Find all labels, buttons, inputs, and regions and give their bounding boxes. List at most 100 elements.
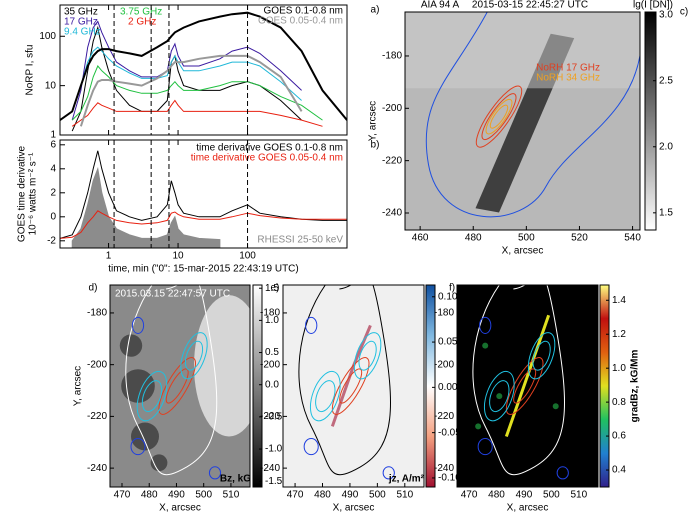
colorbar-label: Bz, kG bbox=[220, 474, 251, 485]
y-axis-label: Y, arcsec bbox=[73, 366, 84, 406]
colorbar bbox=[644, 11, 657, 231]
colorbar-tick-label: 1.0 bbox=[612, 363, 626, 374]
colorbar bbox=[425, 284, 436, 488]
legend-label: 2 GHz bbox=[128, 17, 156, 28]
y-tick-label: 2 bbox=[50, 187, 56, 198]
y-axis-label: GOES time derivative bbox=[17, 145, 28, 242]
legend-label: time derivative GOES 0.1-0.8 nm bbox=[196, 143, 343, 154]
colorbar-tick-label: 1.0 bbox=[265, 315, 279, 326]
y-tick-label: 10 bbox=[45, 80, 57, 91]
contour bbox=[425, 12, 640, 218]
colorbar-tick-label: 0.10 bbox=[438, 291, 458, 302]
x-tick-label: 490 bbox=[516, 490, 533, 501]
colorbar-tick-label: 1.5 bbox=[659, 207, 673, 218]
y-tick-label: 1 bbox=[50, 130, 56, 141]
contour bbox=[303, 438, 319, 456]
colorbar-tick-label: 1.4 bbox=[612, 295, 626, 306]
speckle bbox=[552, 403, 559, 410]
legend-label: NoRH 34 GHz bbox=[536, 73, 600, 84]
y-tick-label: -220 bbox=[382, 155, 402, 166]
legend-label: 17 GHz bbox=[64, 17, 98, 28]
speckle bbox=[482, 342, 489, 349]
image-area bbox=[283, 285, 424, 487]
image-background bbox=[283, 285, 424, 487]
y-tick-label: -240 bbox=[260, 463, 280, 474]
y-axis-label: NoRP I, sfu bbox=[25, 45, 36, 96]
y-tick-label: -240 bbox=[434, 463, 454, 474]
panel-label: f) bbox=[449, 283, 455, 294]
contour bbox=[489, 380, 510, 413]
contour bbox=[339, 368, 363, 404]
contour bbox=[298, 285, 392, 476]
line bbox=[71, 46, 302, 112]
legend-label: RHESSI 25-50 keV bbox=[257, 235, 343, 246]
legend-label: time derivative GOES 0.05-0.4 nm bbox=[191, 153, 343, 164]
y-tick-label: 100 bbox=[39, 31, 56, 42]
contour bbox=[184, 340, 204, 371]
y-tick-label: -240 bbox=[87, 463, 107, 474]
axes-frame bbox=[404, 11, 641, 231]
dark-spot bbox=[131, 422, 159, 451]
contour bbox=[130, 438, 146, 456]
y-tick-label: -200 bbox=[434, 359, 454, 370]
y-tick-label: -220 bbox=[434, 411, 454, 422]
x-tick-label: 100 bbox=[239, 251, 256, 262]
y-tick-label: -200 bbox=[260, 359, 280, 370]
colorbar-label: gradBz, kG/Mm bbox=[630, 350, 641, 423]
y-tick-label: -180 bbox=[434, 308, 454, 319]
colorbar bbox=[599, 284, 610, 488]
legend-label: 3.75 GHz bbox=[120, 7, 162, 18]
x-axis-label: X, arcsec bbox=[159, 503, 201, 514]
contour bbox=[472, 285, 566, 476]
x-tick-label: 490 bbox=[342, 490, 359, 501]
x-tick-label: 520 bbox=[571, 233, 588, 244]
axes-frame bbox=[59, 139, 348, 249]
x-axis-label: X, arcsec bbox=[507, 503, 549, 514]
contour bbox=[382, 466, 395, 480]
image-area bbox=[110, 285, 250, 487]
x-tick-label: 480 bbox=[488, 490, 505, 501]
colorbar-tick-label: 2.5 bbox=[659, 75, 673, 86]
y-axis-label: 10⁻⁶ watts m⁻² s⁻¹ bbox=[28, 152, 39, 235]
contour bbox=[141, 380, 163, 413]
contour bbox=[489, 104, 509, 129]
axes-frame bbox=[109, 284, 251, 488]
contour bbox=[505, 357, 544, 415]
contour bbox=[358, 340, 377, 371]
colorbar-tick-label: 2.0 bbox=[659, 141, 673, 152]
y-axis-label: Y, arcsec bbox=[368, 101, 379, 141]
panel-title: 2015.03.15 22:47:57 UTC bbox=[115, 289, 230, 300]
colorbar bbox=[252, 284, 263, 488]
contour bbox=[479, 316, 492, 334]
axes-frame bbox=[282, 284, 425, 488]
y-tick-label: -220 bbox=[260, 411, 280, 422]
colorbar-tick-label: -1.0 bbox=[265, 444, 283, 455]
contour bbox=[309, 370, 341, 422]
panel-label: e) bbox=[271, 283, 280, 294]
speckle bbox=[496, 393, 503, 400]
contour bbox=[481, 93, 517, 141]
panel-label: d) bbox=[89, 283, 98, 294]
x-tick-label: 460 bbox=[412, 233, 429, 244]
x-tick-label: 540 bbox=[624, 233, 641, 244]
y-tick-label: 0 bbox=[50, 211, 56, 222]
contour bbox=[180, 332, 208, 380]
legend-label: 35 GHz bbox=[64, 7, 98, 18]
dark-region bbox=[405, 12, 640, 89]
image-area bbox=[457, 285, 598, 487]
dark-spot bbox=[119, 334, 143, 357]
contour bbox=[158, 357, 196, 415]
x-tick-label: 480 bbox=[465, 233, 482, 244]
x-tick-label: 1 bbox=[106, 251, 112, 262]
y-tick-label: -200 bbox=[87, 359, 107, 370]
contour bbox=[513, 368, 537, 404]
legend-label: GOES 0.05-0.4 nm bbox=[258, 16, 343, 27]
x-tick-label: 490 bbox=[168, 490, 185, 501]
y-tick-label: -240 bbox=[382, 208, 402, 219]
x-tick-label: 470 bbox=[114, 490, 131, 501]
y-tick-label: 6 bbox=[50, 139, 56, 150]
panel-label: a) bbox=[371, 5, 380, 16]
contour bbox=[315, 380, 336, 413]
colorbar-tick-label: 3.0 bbox=[659, 9, 673, 20]
